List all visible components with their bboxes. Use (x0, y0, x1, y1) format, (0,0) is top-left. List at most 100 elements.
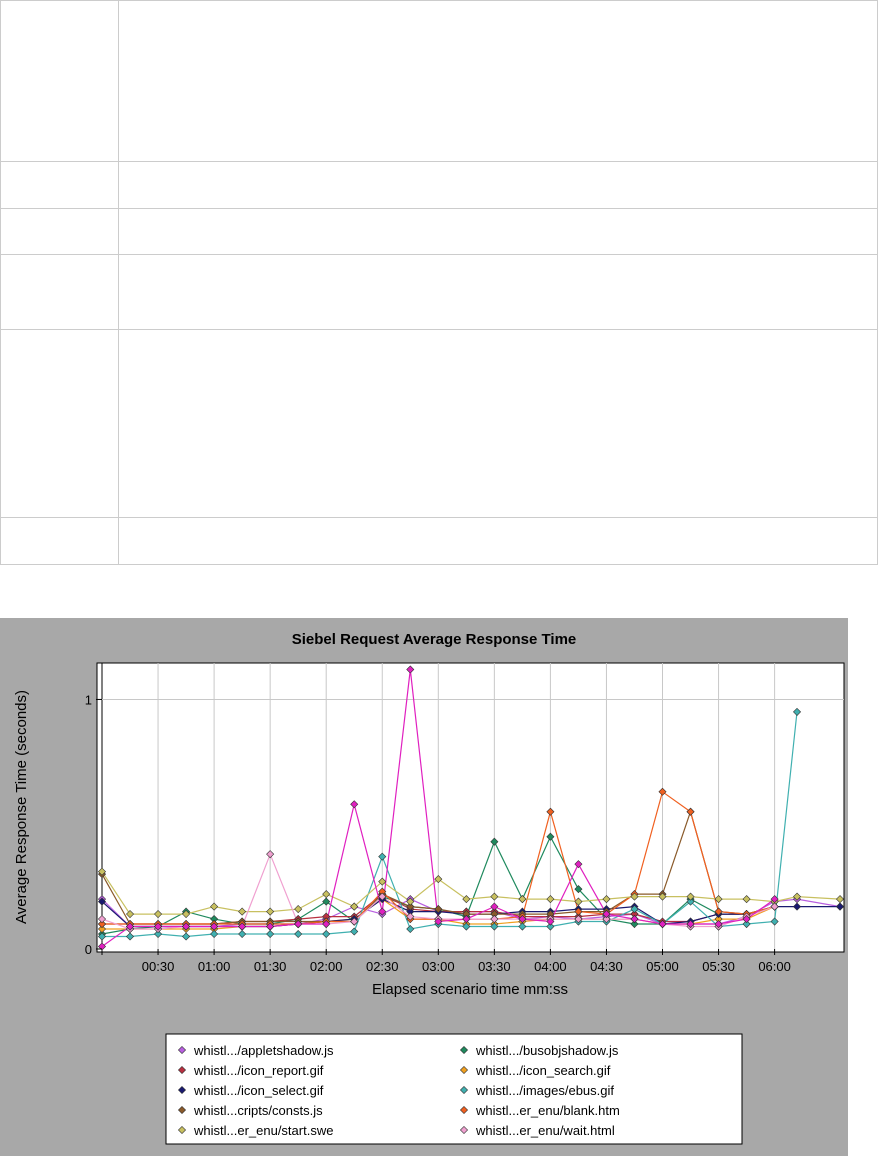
data-point (742, 920, 751, 929)
x-tick-label: 02:00 (310, 959, 343, 974)
data-point (210, 922, 219, 931)
data-point (294, 920, 303, 929)
table-cell (0, 161, 119, 209)
x-tick-label: 01:00 (198, 959, 231, 974)
data-point (182, 922, 191, 931)
data-point (742, 915, 751, 924)
y-axis-label: Average Response Time (seconds) (13, 690, 30, 924)
table-cell (0, 0, 119, 162)
data-point (490, 915, 499, 924)
x-tick-label: 00:30 (142, 959, 175, 974)
legend-entry-label: whistl.../appletshadow.js (193, 1043, 334, 1058)
data-point (434, 917, 443, 926)
data-point (490, 922, 499, 931)
plot-area (96, 662, 845, 953)
data-point (835, 895, 845, 904)
y-tick-label: 1 (85, 692, 92, 707)
data-point (658, 892, 667, 901)
data-point (686, 897, 695, 906)
data-point (630, 892, 639, 901)
data-point (322, 930, 331, 939)
data-point (126, 922, 135, 931)
table-cell (0, 329, 119, 518)
data-point (546, 917, 555, 926)
legend-marker (177, 1105, 187, 1115)
data-point (97, 920, 107, 929)
data-point (434, 905, 443, 914)
data-point (518, 922, 527, 931)
data-point (434, 875, 443, 884)
legend-marker (459, 1045, 469, 1055)
data-point (770, 902, 779, 911)
x-tick-label: 04:30 (590, 959, 623, 974)
data-point (686, 920, 695, 929)
data-point (378, 892, 387, 901)
legend-marker (177, 1085, 187, 1095)
table-cell (0, 517, 119, 565)
data-point (714, 920, 723, 929)
data-point (490, 837, 499, 846)
chart-panel: Siebel Request Average Response Time 00:… (0, 618, 848, 1156)
data-point (546, 922, 555, 931)
data-point (518, 895, 527, 904)
x-tick-label: 05:00 (646, 959, 679, 974)
data-point (266, 907, 275, 916)
x-tick-label: 06:00 (758, 959, 791, 974)
legend-marker (177, 1065, 187, 1075)
legend-box (165, 1033, 743, 1145)
legend-entry-label: whistl.../icon_report.gif (193, 1063, 324, 1078)
table-row (0, 161, 878, 209)
data-point (154, 922, 163, 931)
data-point (97, 932, 107, 941)
data-point (630, 915, 639, 924)
data-point (266, 930, 275, 939)
data-point (182, 932, 191, 941)
data-point (742, 895, 751, 904)
legend-entry-label: whistl.../busobjshadow.js (475, 1043, 619, 1058)
data-point (182, 910, 191, 919)
data-point (658, 787, 667, 796)
data-point (294, 905, 303, 914)
x-tick-label: 02:30 (366, 959, 399, 974)
data-point (602, 910, 611, 919)
x-axis-label: Elapsed scenario time mm:ss (372, 981, 568, 998)
data-point (686, 807, 695, 816)
data-point (602, 895, 611, 904)
data-point (154, 910, 163, 919)
table-row (0, 208, 878, 255)
data-point (462, 915, 471, 924)
table-cell (118, 329, 878, 518)
legend-marker (459, 1085, 469, 1095)
data-point (406, 897, 415, 906)
data-point (462, 922, 471, 931)
data-point (574, 860, 583, 869)
data-point (210, 930, 219, 939)
table-cell (0, 208, 119, 255)
data-point (793, 892, 802, 901)
x-tick-label: 01:30 (254, 959, 287, 974)
data-point (462, 895, 471, 904)
table-row (0, 329, 878, 518)
data-point (490, 902, 499, 911)
data-point (658, 920, 667, 929)
data-point (238, 922, 247, 931)
data-point (546, 832, 555, 841)
legend-marker (459, 1065, 469, 1075)
data-point (546, 807, 555, 816)
data-point (97, 867, 107, 876)
data-point (322, 920, 331, 929)
data-point (406, 912, 415, 921)
chart-title: Siebel Request Average Response Time (292, 631, 577, 648)
data-point (630, 905, 639, 914)
table-row (0, 517, 878, 565)
data-point (126, 910, 135, 919)
legend: whistl.../appletshadow.js whistl.../busob… (177, 1043, 620, 1138)
data-point (154, 930, 163, 939)
data-point (294, 930, 303, 939)
series-line (102, 711, 798, 938)
data-point (793, 902, 802, 911)
x-tick-label: 04:00 (534, 959, 567, 974)
data-point (322, 890, 331, 899)
data-point (210, 902, 219, 911)
series-group (97, 665, 845, 951)
